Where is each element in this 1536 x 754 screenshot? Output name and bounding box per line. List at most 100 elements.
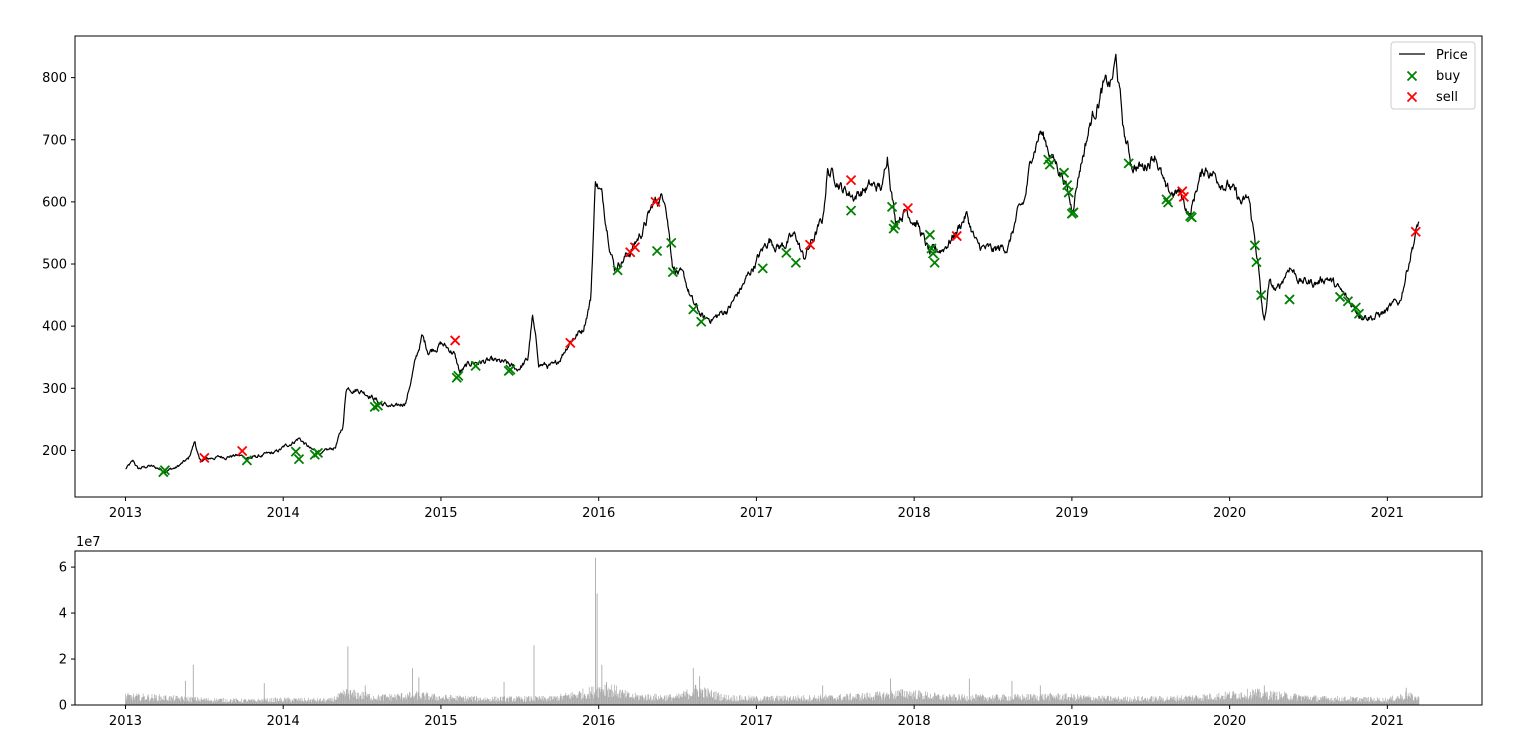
y-tick-label: 6 bbox=[59, 561, 67, 576]
buy-marker bbox=[612, 265, 623, 276]
sell-marker bbox=[1410, 226, 1421, 237]
buy-marker bbox=[290, 446, 301, 457]
buy-marker bbox=[1334, 291, 1346, 303]
buy-marker bbox=[372, 400, 383, 411]
buy-marker bbox=[845, 205, 857, 216]
sell-marker bbox=[450, 335, 461, 346]
volume-offset-label: 1e7 bbox=[76, 535, 101, 550]
buy-marker bbox=[1249, 240, 1260, 251]
x-tick-label: 2017 bbox=[740, 714, 773, 729]
sell-marker bbox=[845, 175, 857, 186]
sell-marker bbox=[199, 452, 210, 463]
sell-marker bbox=[951, 230, 962, 242]
y-tick-label: 200 bbox=[42, 444, 67, 459]
buy-marker bbox=[470, 360, 481, 372]
x-tick-label: 2013 bbox=[109, 506, 142, 521]
x-tick-label: 2020 bbox=[1213, 714, 1246, 729]
y-tick-label: 400 bbox=[42, 320, 67, 335]
x-tick-label: 2018 bbox=[898, 506, 931, 521]
sell-marker bbox=[1178, 191, 1190, 203]
legend-box bbox=[1390, 41, 1476, 110]
x-tick-label: 2015 bbox=[424, 506, 457, 521]
legend-buy-label: buy bbox=[1436, 69, 1460, 84]
sell-marker bbox=[804, 239, 816, 250]
x-tick-label: 2019 bbox=[1055, 506, 1088, 521]
y-tick-label: 0 bbox=[59, 699, 67, 714]
buy-marker bbox=[241, 455, 253, 466]
buy-marker bbox=[1353, 308, 1365, 319]
buy-marker bbox=[1062, 179, 1073, 191]
x-tick-label: 2014 bbox=[267, 714, 300, 729]
x-tick-label: 2016 bbox=[582, 506, 615, 521]
buy-marker bbox=[651, 245, 663, 257]
buy-marker bbox=[886, 201, 898, 212]
buy-marker bbox=[929, 257, 940, 268]
volume-y-axis: 0 2 4 6 bbox=[59, 561, 75, 714]
x-tick-label: 2019 bbox=[1055, 714, 1088, 729]
buy-marker bbox=[1161, 194, 1172, 205]
x-tick-label: 2021 bbox=[1371, 714, 1404, 729]
legend-price-label: Price bbox=[1436, 48, 1468, 63]
sell-marker bbox=[565, 337, 576, 349]
price-y-axis: 200 300 400 500 600 700 800 bbox=[42, 71, 75, 459]
volume-panel: 2013 2014 2015 2016 2017 2018 2019 2020 2021 0 2 4… bbox=[59, 535, 1483, 729]
buy-marker bbox=[666, 237, 677, 249]
buy-marker bbox=[927, 248, 939, 259]
buy-marker bbox=[159, 465, 171, 476]
buy-marker bbox=[1350, 302, 1361, 313]
y-tick-label: 300 bbox=[42, 382, 67, 397]
trade-markers bbox=[158, 154, 1421, 478]
y-tick-label: 600 bbox=[42, 195, 67, 210]
buy-marker bbox=[790, 257, 801, 268]
buy-marker bbox=[1186, 212, 1197, 223]
legend-buy-swatch bbox=[1406, 70, 1418, 82]
sell-marker bbox=[629, 242, 641, 253]
buy-marker bbox=[890, 219, 901, 231]
x-tick-label: 2014 bbox=[267, 506, 300, 521]
buy-marker bbox=[1058, 167, 1070, 178]
buy-marker bbox=[1162, 197, 1174, 208]
buy-marker bbox=[1123, 158, 1134, 169]
buy-marker bbox=[688, 304, 699, 315]
x-tick-label: 2016 bbox=[582, 714, 615, 729]
buy-marker bbox=[453, 370, 464, 381]
y-tick-label: 700 bbox=[42, 133, 67, 148]
legend-sell-label: sell bbox=[1436, 90, 1458, 105]
volume-x-axis: 2013 2014 2015 2016 2017 2018 2019 2020 2021 bbox=[109, 705, 1404, 729]
buy-marker bbox=[696, 316, 707, 327]
buy-marker bbox=[924, 229, 936, 240]
y-tick-label: 500 bbox=[42, 258, 67, 273]
legend: Price buy sell bbox=[1390, 41, 1476, 110]
buy-marker bbox=[757, 263, 768, 274]
x-tick-label: 2021 bbox=[1371, 506, 1404, 521]
buy-marker bbox=[1044, 159, 1055, 170]
legend-sell-swatch bbox=[1406, 91, 1418, 103]
buy-marker bbox=[1256, 289, 1267, 301]
x-tick-label: 2018 bbox=[898, 714, 931, 729]
price-axes-frame bbox=[74, 35, 1483, 498]
x-tick-label: 2017 bbox=[740, 506, 773, 521]
sell-marker bbox=[650, 196, 661, 208]
buy-marker bbox=[1284, 294, 1295, 305]
x-tick-label: 2020 bbox=[1213, 506, 1246, 521]
buy-marker bbox=[1251, 257, 1262, 268]
y-tick-label: 4 bbox=[59, 607, 67, 622]
price-x-axis: 2013 2014 2015 2016 2017 2018 2019 2020 2021 bbox=[109, 497, 1404, 521]
volume-axes-frame bbox=[74, 550, 1483, 706]
volume-bars bbox=[125, 557, 1420, 705]
buy-marker bbox=[369, 401, 380, 413]
y-tick-label: 800 bbox=[42, 71, 67, 86]
sell-marker bbox=[902, 202, 913, 214]
buy-marker bbox=[1342, 296, 1354, 307]
buy-marker bbox=[667, 266, 678, 278]
y-tick-label: 2 bbox=[59, 653, 67, 668]
sell-marker bbox=[237, 445, 248, 457]
buy-marker bbox=[781, 247, 792, 258]
buy-marker bbox=[1063, 187, 1074, 198]
price-line bbox=[125, 53, 1420, 474]
buy-marker bbox=[312, 447, 324, 459]
buy-marker bbox=[293, 453, 305, 465]
x-tick-label: 2013 bbox=[109, 714, 142, 729]
price-panel: 2013 2014 2015 2016 2017 2018 2019 2020 2021 200… bbox=[42, 35, 1483, 521]
